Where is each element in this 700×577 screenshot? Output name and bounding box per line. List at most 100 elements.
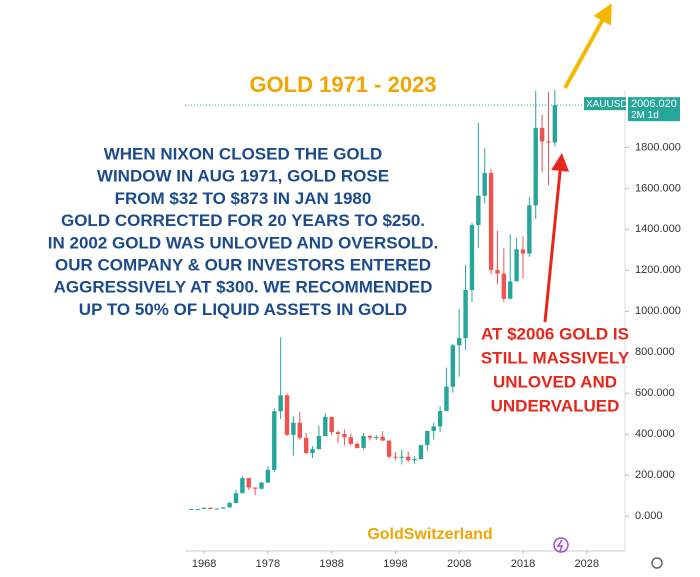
candle-body	[233, 493, 239, 504]
price-symbol: XAUUSD	[586, 99, 628, 110]
right-annotation: UNLOVED AND	[493, 372, 617, 391]
y-tick-label: 1200.000	[635, 264, 681, 276]
candle-body	[208, 507, 213, 509]
candle-body	[425, 430, 430, 446]
left-annotation: WHEN NIXON CLOSED THE GOLD	[104, 144, 383, 163]
candle-body	[520, 249, 526, 254]
price-tag	[584, 97, 626, 111]
candle-body	[323, 417, 328, 437]
candle-body	[252, 487, 258, 489]
candle-body	[348, 437, 353, 444]
candle-body	[469, 225, 475, 290]
candle-body	[488, 172, 494, 270]
candle-body	[437, 411, 443, 427]
candle-body	[240, 478, 245, 494]
candle-body	[495, 269, 500, 274]
lightning-icon[interactable]	[553, 537, 569, 553]
x-tick-label: 1968	[192, 558, 216, 570]
candle-body	[431, 426, 436, 431]
left-annotation: GOLD CORRECTED FOR 20 YEARS TO $250.	[61, 211, 425, 230]
y-tick-label: 1000.000	[635, 305, 681, 317]
candle-body	[405, 456, 411, 461]
candle-body	[533, 127, 538, 206]
candle-body	[399, 456, 405, 458]
candle-body	[380, 436, 385, 441]
candle-body	[316, 436, 322, 450]
pointer-arrow	[543, 153, 570, 323]
candle-body	[450, 345, 456, 387]
candle-body	[272, 411, 277, 470]
candle-body	[527, 205, 532, 254]
candle-body	[278, 395, 283, 412]
candle-body	[361, 436, 366, 448]
candle-body	[221, 507, 226, 509]
candle-body	[482, 172, 487, 196]
candle-body	[354, 443, 360, 448]
left-annotation: AGGRESSIVELY AT $300. WE RECOMMENDED	[54, 278, 433, 297]
x-tick-label: 2008	[447, 558, 471, 570]
candle-body	[335, 432, 341, 435]
x-tick-label: 1988	[319, 558, 343, 570]
up-arrow	[563, 3, 612, 89]
y-tick-label: 800.000	[635, 346, 675, 358]
candle-body	[284, 395, 290, 435]
candle-body	[342, 434, 347, 438]
candle-body	[386, 440, 392, 457]
y-tick-label: 400.000	[635, 428, 675, 440]
left-annotation: WINDOW IN AUG 1971, GOLD ROSE	[97, 167, 389, 186]
y-tick-label: 600.000	[635, 387, 675, 399]
candle-body	[412, 459, 417, 461]
y-tick-label: 200.000	[635, 469, 675, 481]
interval: 2M 1d	[631, 110, 659, 121]
left-annotation: FROM $32 TO $873 IN JAN 1980	[115, 189, 372, 208]
candle-body	[367, 436, 373, 438]
candle-body	[501, 273, 507, 299]
candle-body	[444, 386, 449, 412]
x-tick-label: 1978	[256, 558, 280, 570]
left-annotation: UP TO 50% OF LIQUID ASSETS IN GOLD	[79, 300, 407, 319]
candle-body	[297, 422, 302, 438]
candle-body	[514, 249, 519, 282]
candle-body	[201, 507, 207, 509]
y-tick-label: 1600.000	[635, 182, 681, 194]
right-annotation: STILL MASSIVELY	[481, 348, 630, 367]
candle-body	[418, 445, 424, 460]
candle-body	[303, 437, 309, 454]
left-annotation: OUR COMPANY & OUR INVESTORS ENTERED	[55, 255, 431, 274]
price-tag	[628, 97, 680, 122]
candle-body	[189, 508, 194, 510]
x-tick-label: 2018	[511, 558, 535, 570]
candle-body	[265, 469, 271, 483]
candle-body	[259, 482, 264, 489]
candle-body	[246, 478, 251, 488]
candle-body	[214, 508, 220, 510]
chart-title: GOLD 1971 - 2023	[249, 72, 436, 97]
candle-body	[539, 127, 545, 142]
candle-body	[374, 436, 379, 438]
lightning-bolt	[556, 539, 564, 552]
x-tick-label: 2028	[574, 558, 598, 570]
settings-icon[interactable]	[651, 557, 663, 569]
candle-body	[195, 508, 200, 510]
candle-body	[329, 417, 334, 433]
y-tick-label: 1800.000	[635, 141, 681, 153]
watermark: GoldSwitzerland	[367, 526, 492, 543]
candle-body	[393, 456, 398, 458]
candle-body	[546, 141, 551, 143]
right-annotation: AT $2006 GOLD IS	[481, 324, 629, 343]
y-tick-label: 0.000	[635, 510, 663, 522]
candle-body	[310, 449, 315, 454]
candle-body	[552, 105, 558, 143]
candle-body	[463, 289, 468, 339]
x-tick-label: 1998	[383, 558, 407, 570]
candle-body	[508, 281, 513, 299]
y-tick-label: 1400.000	[635, 223, 681, 235]
left-annotation: IN 2002 GOLD WAS UNLOVED AND OVERSOLD.	[48, 233, 438, 252]
last-price: 2006.020	[631, 98, 677, 110]
right-annotation: UNDERVALUED	[491, 396, 620, 415]
candle-body	[227, 503, 232, 508]
candle-body	[457, 338, 462, 346]
candle-body	[476, 195, 481, 226]
candle-body	[291, 422, 296, 435]
